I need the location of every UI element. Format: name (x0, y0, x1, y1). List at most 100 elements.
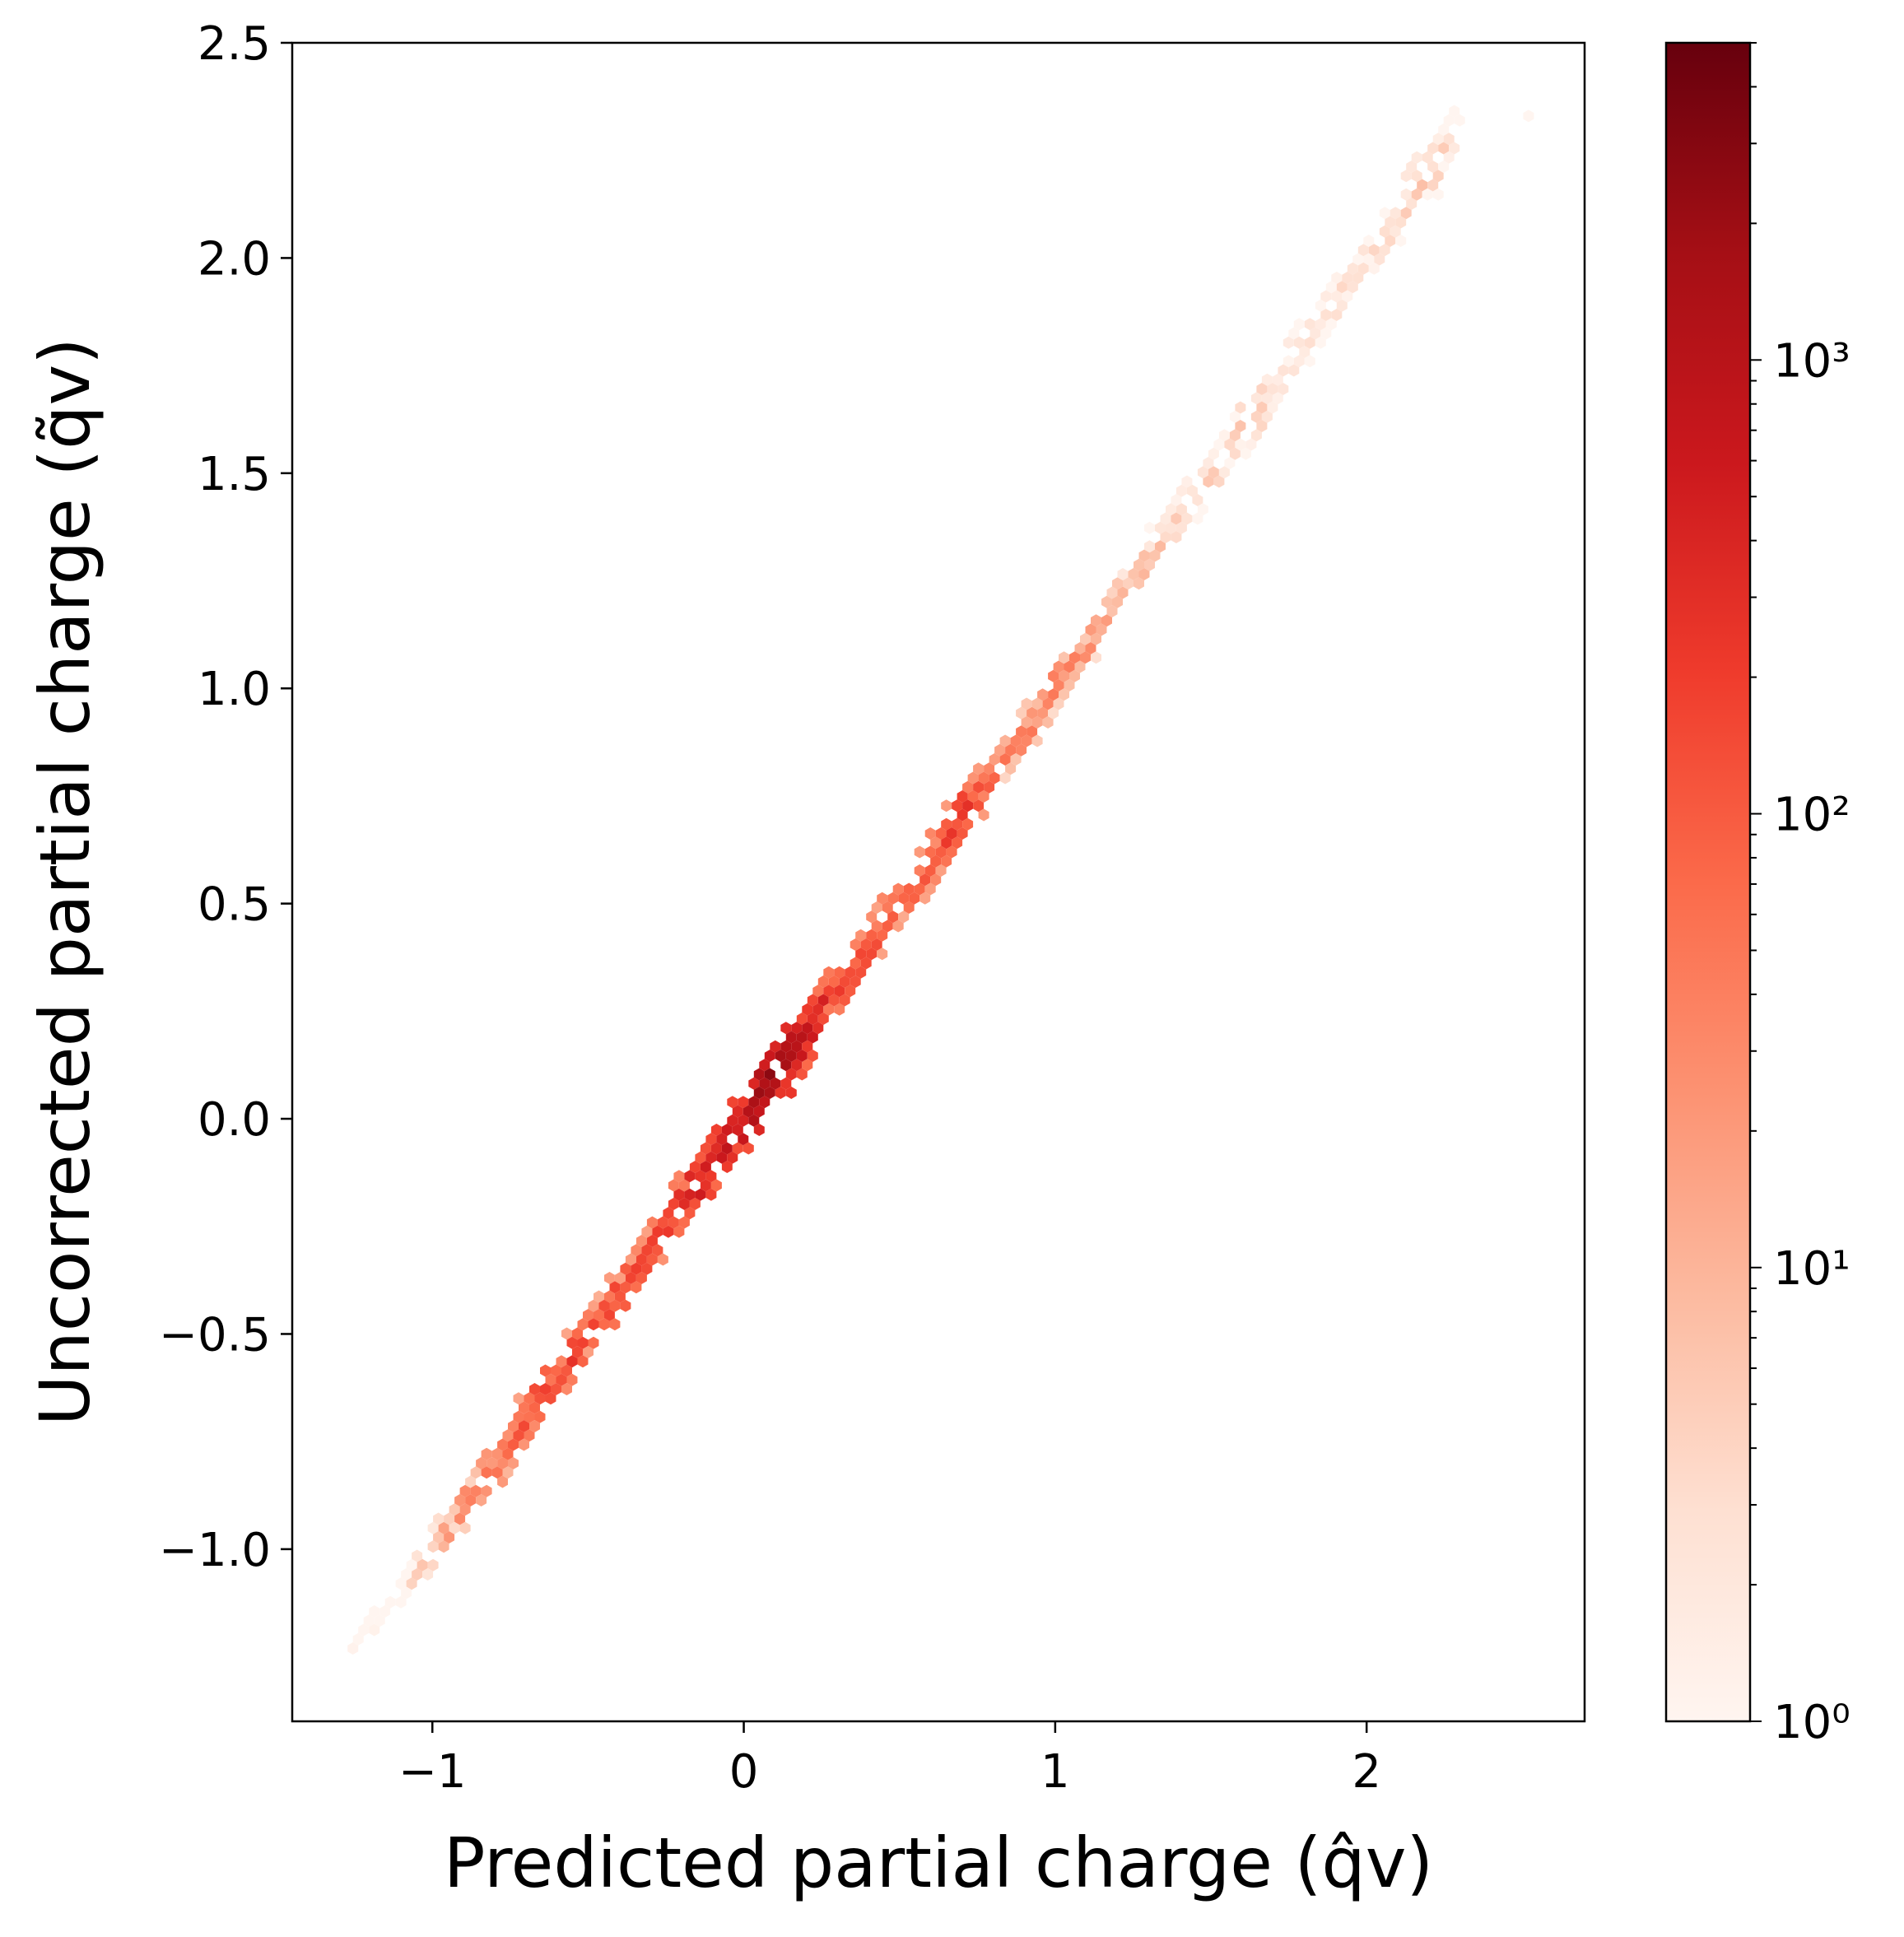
hexbin-cell (1192, 512, 1203, 525)
hexbin-cell (1400, 170, 1412, 183)
hexbin-cell (641, 1225, 653, 1238)
hexbin-cell (1357, 244, 1369, 257)
hexbin-cell (1026, 725, 1038, 738)
hexbin-cell (1331, 272, 1343, 284)
hexbin-cell (877, 892, 888, 905)
hexbin-cell (1288, 364, 1300, 377)
hexbin-cell (924, 827, 936, 840)
hexbin-cell (962, 799, 974, 813)
hexbin-cell (1031, 716, 1043, 729)
hexbin-cell (978, 771, 989, 785)
hexbin-cell (1005, 762, 1017, 775)
hexbin-cell (1320, 290, 1332, 303)
hexbin-cell (652, 1225, 663, 1238)
hexbin-cell (796, 1013, 808, 1025)
hexbin-cell (358, 1623, 370, 1637)
hexbin-cell (502, 1429, 514, 1442)
hexbin-cell (941, 799, 952, 813)
hexbin-cell (598, 1318, 610, 1331)
hexbin-cell (1175, 484, 1187, 497)
hexbin-cell (796, 1050, 808, 1062)
hexbin-cell (753, 1124, 765, 1136)
hexbin-cell (834, 966, 845, 979)
hexbin-cell (1074, 660, 1086, 673)
hexbin-cell (721, 1142, 733, 1155)
hexbin-cell (583, 1309, 594, 1321)
hexbin-cell (1106, 586, 1118, 599)
hexbin-cell (935, 845, 947, 859)
hexbin-cell (1171, 494, 1182, 506)
hexbin-cell (1352, 253, 1364, 266)
hexbin-cell (657, 1253, 668, 1266)
hexbin-cell (909, 892, 920, 905)
hexbin-cell (459, 1503, 471, 1516)
hexbin-cell (705, 1151, 717, 1164)
hexbin-cell (481, 1484, 492, 1497)
hexbin-cell (807, 1050, 818, 1062)
hexbin-cell (1123, 577, 1134, 590)
hexbin-cell (834, 985, 845, 998)
hexbin-cell (588, 1336, 599, 1349)
hexbin-cell (1272, 392, 1283, 405)
hexbin-cell (903, 882, 915, 896)
hexbin-cell (1171, 512, 1182, 525)
hexbin-cell (802, 1040, 813, 1053)
hexbin-cell (710, 1142, 722, 1155)
hexbin-cell (534, 1410, 546, 1423)
hexbin-cell (941, 817, 952, 831)
hexbin-cell (898, 892, 910, 905)
hexbin-cell (352, 1632, 364, 1646)
hexbin-cell (631, 1281, 642, 1294)
hexbin-cell (1261, 392, 1273, 405)
hexbin-cell (635, 1272, 647, 1284)
hexbin-cell (1224, 438, 1236, 451)
hexbin-cell (454, 1512, 466, 1525)
hexbin-cell (476, 1494, 487, 1506)
hexbin-cell (620, 1281, 631, 1294)
hexbin-cell (1427, 142, 1439, 155)
y-tick-label: 2.0 (198, 232, 271, 286)
hexbin-cell (1432, 170, 1444, 183)
hexbin-cell (1235, 420, 1246, 432)
hexbin-cell (817, 975, 829, 988)
hexbin-cell (673, 1170, 685, 1183)
hexbin-cell (604, 1309, 615, 1321)
hexbin-cell (705, 1170, 717, 1183)
hexbin-cell (887, 892, 899, 905)
hexbin-cell (363, 1614, 375, 1627)
hexbin-cell (1395, 216, 1407, 229)
hexbin-cell (732, 1105, 743, 1118)
hexbin-cell (850, 938, 861, 951)
hexbin-cell (1155, 521, 1166, 534)
hexbin-cell (1085, 623, 1096, 636)
hexbin-cell (962, 780, 974, 794)
y-tick-label: 2.5 (198, 17, 271, 71)
hexbin-cell (780, 1077, 792, 1090)
hexbin-cell (519, 1420, 529, 1432)
hexbin-cell (952, 836, 963, 850)
colorbar (1664, 41, 1752, 1723)
hexbin-cell (812, 985, 824, 998)
hexbin-cell (1422, 151, 1433, 164)
hexbin-cell (1175, 521, 1187, 534)
hexbin-cell (1229, 447, 1241, 460)
hexbin-cell (614, 1272, 626, 1284)
hexbin-cell (1245, 438, 1257, 451)
hexbin-cell (551, 1364, 561, 1377)
hexbin-cell (898, 910, 910, 924)
hexbin-cell (417, 1558, 428, 1571)
hexbin-cell (476, 1457, 487, 1469)
hexbin-cell (1342, 272, 1353, 284)
hexbin-cell (566, 1373, 578, 1386)
hexbin-cell (1042, 716, 1054, 729)
hexbin-cell (952, 817, 963, 831)
hexbin-cell (459, 1484, 471, 1497)
hexbin-cell (1053, 660, 1064, 673)
hexbin-cell (1411, 151, 1422, 164)
hexbin-cell (892, 920, 904, 933)
hexbin-cell (716, 1151, 728, 1164)
hexbin-cell (594, 1290, 604, 1303)
hexbin-cell (1064, 660, 1075, 673)
hexbin-cell (727, 1114, 738, 1127)
hexbin-cell (502, 1466, 514, 1479)
